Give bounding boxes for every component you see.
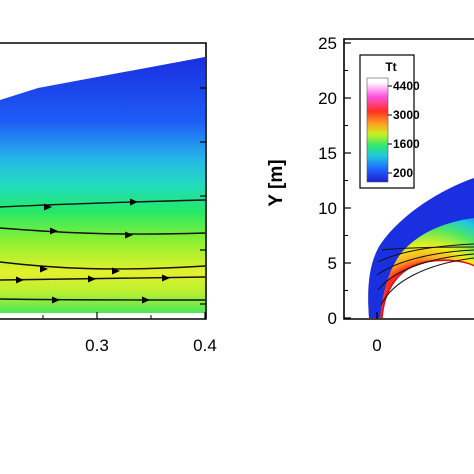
streamline-arrow xyxy=(52,296,60,304)
streamline-arrow xyxy=(112,267,120,275)
streamline-arrow xyxy=(50,227,58,235)
streamline-arrow xyxy=(88,275,96,283)
left-axes-frame xyxy=(0,42,207,320)
y-tick-label: 20 xyxy=(318,89,337,108)
right-streamlines xyxy=(376,243,474,306)
streamline-arrow xyxy=(142,296,150,304)
y-tick-label: 25 xyxy=(318,34,337,53)
left-streamline-arrows xyxy=(16,198,170,304)
right-shock-outer xyxy=(368,178,474,318)
y-axis-label: Y [m] xyxy=(266,159,287,206)
right-x-ticks: 0 xyxy=(372,312,382,355)
y-tick-label: 0 xyxy=(328,309,337,328)
streamline xyxy=(377,243,474,263)
legend: Tt 4400 3000 1600 200 xyxy=(359,54,420,189)
y-tick-label: 5 xyxy=(328,254,337,273)
right-axes-frame xyxy=(343,38,474,320)
streamline-arrow xyxy=(44,203,52,211)
streamline-arrow xyxy=(40,265,48,273)
legend-title: Tt xyxy=(385,60,396,74)
right-y-ticks: 0 5 10 15 20 25 xyxy=(318,34,351,328)
streamline xyxy=(381,246,474,251)
left-right-axis-ticks xyxy=(200,87,206,305)
streamline xyxy=(376,249,474,276)
streamline xyxy=(0,261,206,270)
streamline-arrow xyxy=(162,274,170,282)
legend-level-label: 200 xyxy=(393,166,413,180)
streamline xyxy=(0,298,206,301)
x-tick-label: 0.4 xyxy=(193,336,217,355)
legend-level-label: 1600 xyxy=(393,137,420,151)
legend-colorbar xyxy=(366,77,389,183)
legend-level-label: 3000 xyxy=(393,108,420,122)
y-tick-label: 10 xyxy=(318,199,337,218)
legend-level-label: 4400 xyxy=(393,79,420,93)
right-body-hole xyxy=(382,260,474,318)
x-tick-label: 0 xyxy=(372,336,381,355)
streamline xyxy=(0,227,206,235)
left-contour-field xyxy=(0,57,205,313)
legend-labels: 4400 3000 1600 200 xyxy=(388,79,420,180)
left-x-ticks: 0.3 0.4 xyxy=(42,312,217,355)
streamline xyxy=(380,257,474,306)
left-panel: 0.3 0.4 xyxy=(0,42,217,355)
streamline-arrow xyxy=(16,276,24,284)
streamline xyxy=(377,253,474,291)
x-tick-label: 0.3 xyxy=(85,336,109,355)
y-tick-label: 15 xyxy=(318,144,337,163)
streamline-arrow xyxy=(130,198,138,206)
streamline-arrow xyxy=(125,231,133,239)
right-panel: 0 5 10 15 20 25 0 Y [m] Tt 4400 3000 1600 200 xyxy=(266,34,474,355)
streamline xyxy=(0,199,206,208)
